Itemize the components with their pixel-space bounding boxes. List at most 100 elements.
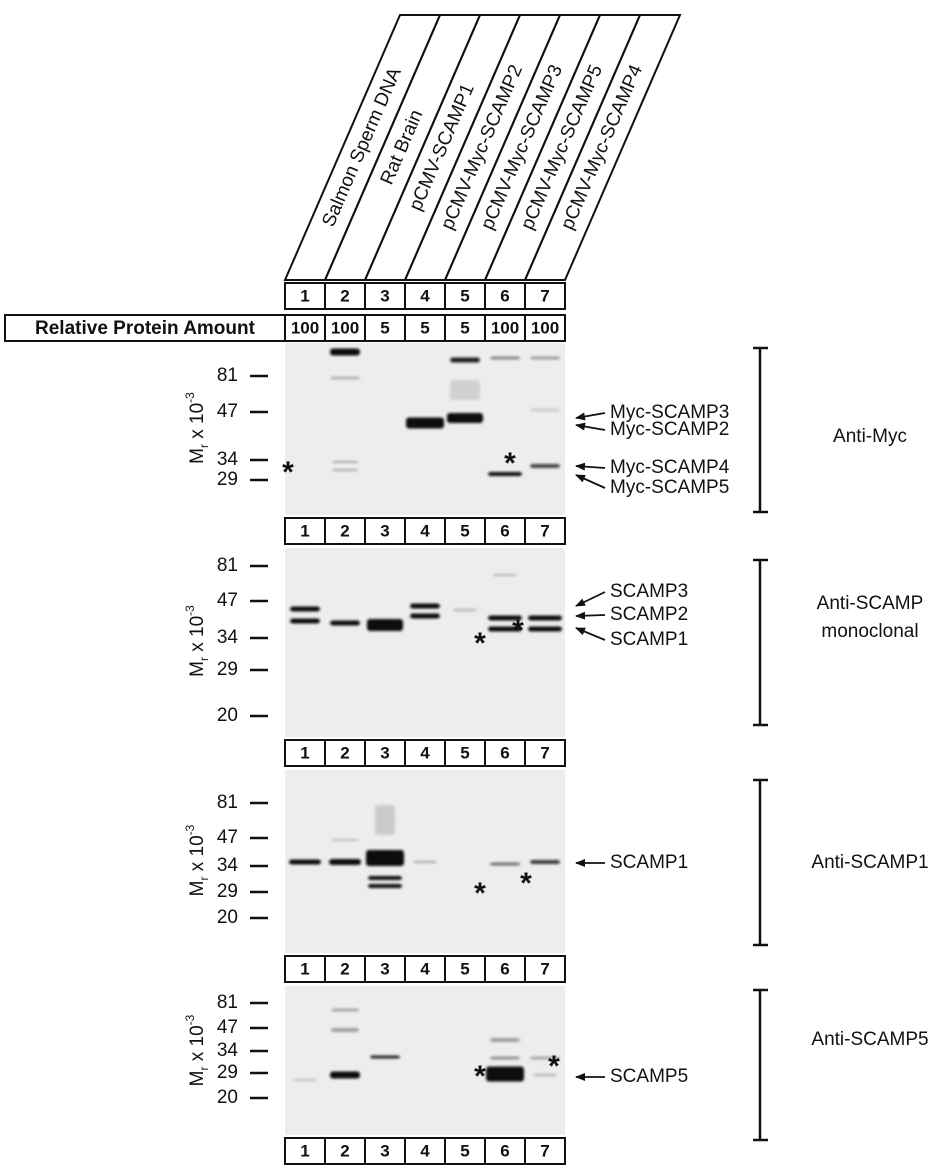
band xyxy=(331,1009,359,1012)
lane-number: 5 xyxy=(460,743,469,762)
lane-number: 4 xyxy=(420,1141,430,1160)
relative-protein-amount: 100 xyxy=(491,318,519,337)
band xyxy=(290,619,320,624)
band xyxy=(368,876,402,880)
band-label: Myc-SCAMP4 xyxy=(610,457,730,478)
lane-number: 4 xyxy=(420,743,430,762)
relative-protein-amount: 100 xyxy=(291,318,319,337)
band xyxy=(367,619,403,631)
mr-part: x 10 xyxy=(187,835,208,876)
mw-marker: 34 xyxy=(217,855,239,876)
band xyxy=(530,860,560,864)
asterisk: * xyxy=(282,456,294,489)
mr-axis-label: Mr x 10-3 xyxy=(183,824,211,896)
lane-number: 6 xyxy=(500,521,509,540)
band xyxy=(528,627,562,632)
antibody-label: Anti-SCAMP xyxy=(817,593,924,614)
mr-part: x 10 xyxy=(187,403,208,444)
band-label: SCAMP2 xyxy=(610,604,688,625)
band xyxy=(413,861,437,863)
asterisk: * xyxy=(520,867,532,900)
band xyxy=(450,358,480,363)
mr-part: M xyxy=(187,661,208,677)
band xyxy=(293,1079,317,1082)
mr-part: M xyxy=(187,448,208,464)
lane-number: 7 xyxy=(540,959,549,978)
lane-number: 2 xyxy=(340,521,349,540)
band xyxy=(486,1067,524,1082)
band xyxy=(332,469,358,471)
band-arrow xyxy=(576,466,605,468)
lane-number: 4 xyxy=(420,959,430,978)
band-label: SCAMP5 xyxy=(610,1066,688,1087)
band-arrow xyxy=(576,413,605,418)
band-arrow xyxy=(576,615,605,616)
lane-number: 6 xyxy=(500,286,509,305)
band xyxy=(528,616,562,621)
lane-number: 4 xyxy=(420,286,430,305)
band xyxy=(329,859,361,865)
band xyxy=(330,621,360,626)
lane-number: 7 xyxy=(540,286,549,305)
band-label: SCAMP3 xyxy=(610,581,688,602)
asterisk: * xyxy=(512,614,524,647)
band xyxy=(331,839,359,842)
antibody-label: monoclonal xyxy=(821,621,918,642)
lane-number: 2 xyxy=(340,286,349,305)
band-arrow xyxy=(576,475,605,488)
band xyxy=(453,609,477,612)
band xyxy=(493,574,517,576)
mr-part: M xyxy=(187,1071,208,1087)
asterisk: * xyxy=(474,1060,486,1093)
band xyxy=(368,884,402,888)
relative-protein-amount: 5 xyxy=(420,318,429,337)
lane-number: 2 xyxy=(340,743,349,762)
mw-marker: 47 xyxy=(217,827,238,848)
band xyxy=(375,805,395,835)
gel xyxy=(285,986,565,1135)
relative-protein-label: Relative Protein Amount xyxy=(35,318,256,339)
band xyxy=(289,860,321,865)
mr-part: x 10 xyxy=(187,1025,208,1066)
mw-marker: 34 xyxy=(217,1040,239,1061)
lane-number: 6 xyxy=(500,1141,509,1160)
relative-protein-amount: 100 xyxy=(531,318,559,337)
gel xyxy=(285,343,565,515)
mw-marker: 81 xyxy=(217,555,238,576)
band xyxy=(330,349,360,356)
band xyxy=(330,1072,360,1079)
page: {"lanes": [ {"number": 1, "sample": "Sal… xyxy=(0,0,951,1168)
mr-axis-label: Mr x 10-3 xyxy=(183,605,211,677)
band xyxy=(490,1038,520,1042)
band xyxy=(331,1028,359,1032)
antibody-label: Anti-Myc xyxy=(833,426,907,447)
lane-number: 1 xyxy=(300,1141,309,1160)
mw-marker: 47 xyxy=(217,1017,238,1038)
lane-number: 5 xyxy=(460,1141,469,1160)
mw-marker: 47 xyxy=(217,590,238,611)
band xyxy=(530,464,560,468)
mw-marker: 29 xyxy=(217,881,238,902)
asterisk: * xyxy=(474,877,486,910)
lane-number: 6 xyxy=(500,959,509,978)
lane-number: 3 xyxy=(380,521,389,540)
asterisk: * xyxy=(474,627,486,660)
lane-number: 5 xyxy=(460,959,469,978)
band xyxy=(490,1057,520,1060)
lane-number: 3 xyxy=(380,959,389,978)
band xyxy=(406,418,444,429)
band-label: Myc-SCAMP2 xyxy=(610,419,729,440)
band xyxy=(330,377,360,380)
relative-protein-amount: 5 xyxy=(460,318,469,337)
mw-marker: 29 xyxy=(217,469,238,490)
band xyxy=(290,607,320,612)
band xyxy=(370,1056,400,1059)
band xyxy=(447,413,483,423)
lane-number: 1 xyxy=(300,959,309,978)
lane-number: 6 xyxy=(500,743,509,762)
band xyxy=(410,604,440,609)
mw-marker: 34 xyxy=(217,449,239,470)
lane-number: 1 xyxy=(300,743,309,762)
lane-number: 7 xyxy=(540,521,549,540)
mr-part: x 10 xyxy=(187,616,208,657)
